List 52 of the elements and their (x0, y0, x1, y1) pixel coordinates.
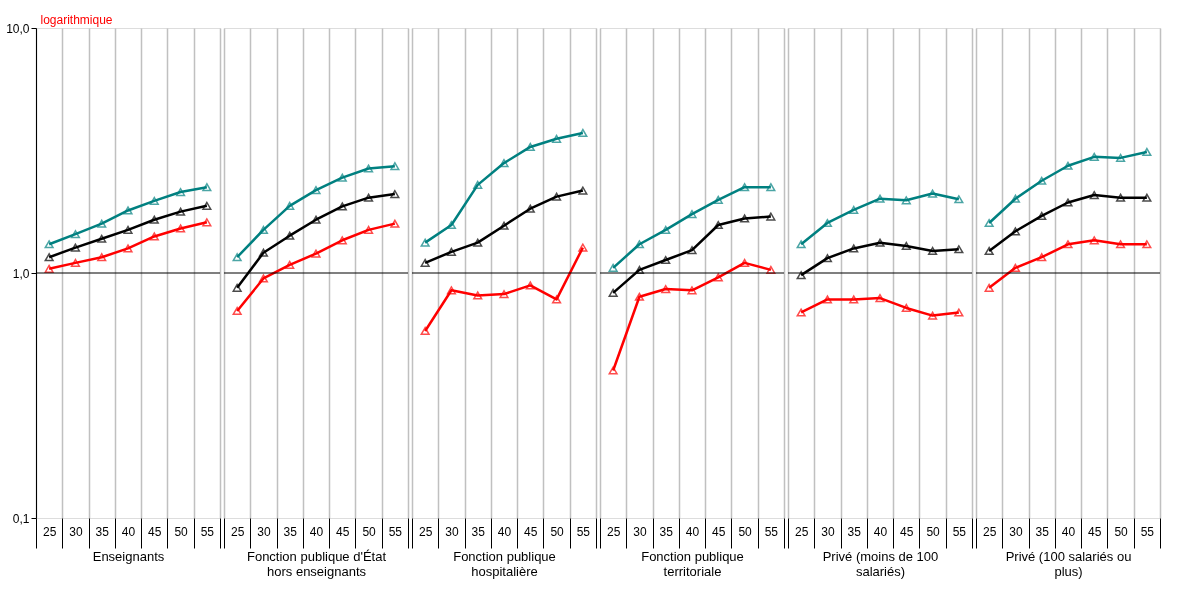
x-tick-label: 50 (926, 524, 941, 539)
x-axis-title: Enseignants (92, 549, 165, 564)
x-tick-label: 40 (1061, 524, 1076, 539)
x-tick-label: 45 (1088, 524, 1102, 539)
x-tick-label: 45 (148, 524, 162, 539)
x-tick-label: 25 (42, 524, 57, 539)
x-tick-label: 45 (524, 524, 538, 539)
x-tick-label: 55 (576, 524, 591, 539)
x-tick-label: 25 (794, 524, 809, 539)
x-tick-label: 25 (230, 524, 245, 539)
y-tick-label: 0,1 (12, 511, 30, 526)
x-tick-label: 50 (362, 524, 377, 539)
x-tick-label: 40 (121, 524, 136, 539)
x-tick-label: 35 (283, 524, 298, 539)
x-tick-label: 35 (471, 524, 486, 539)
y-tick-label: 10,0 (6, 21, 30, 36)
x-tick-label: 40 (497, 524, 512, 539)
x-axis-title: Fonction publique hospitalière (453, 549, 556, 579)
x-tick-label: 35 (1035, 524, 1050, 539)
x-axis-title: Fonction publique territoriale (641, 549, 744, 579)
x-tick-label: 40 (873, 524, 888, 539)
x-tick-label: 50 (174, 524, 189, 539)
x-tick-label: 25 (418, 524, 433, 539)
x-tick-label: 25 (606, 524, 621, 539)
x-tick-label: 30 (821, 524, 835, 539)
x-tick-label: 45 (336, 524, 350, 539)
x-tick-label: 40 (685, 524, 700, 539)
x-tick-label: 40 (309, 524, 324, 539)
x-tick-label: 45 (900, 524, 914, 539)
x-tick-label: 50 (1114, 524, 1129, 539)
y-axis-title: logarithmique (40, 12, 113, 27)
x-tick-label: 55 (388, 524, 403, 539)
x-tick-label: 35 (95, 524, 110, 539)
x-tick-label: 30 (633, 524, 647, 539)
x-tick-label: 35 (659, 524, 674, 539)
x-tick-label: 55 (200, 524, 215, 539)
x-tick-label: 55 (764, 524, 779, 539)
x-tick-label: 50 (738, 524, 753, 539)
x-tick-label: 35 (847, 524, 862, 539)
x-tick-label: 55 (1140, 524, 1155, 539)
x-tick-label: 30 (445, 524, 459, 539)
x-tick-label: 55 (952, 524, 967, 539)
x-axis-title: Privé (100 salariés ou plus) (1005, 549, 1132, 579)
x-axis-title: Privé (moins de 100 salariés) (822, 549, 939, 579)
x-tick-label: 30 (257, 524, 271, 539)
x-tick-label: 30 (1009, 524, 1023, 539)
x-tick-label: 25 (982, 524, 997, 539)
x-tick-label: 30 (69, 524, 83, 539)
x-tick-label: 50 (550, 524, 565, 539)
x-axis-title: Fonction publique d'État hors enseignants (246, 549, 387, 579)
x-tick-label: 45 (712, 524, 726, 539)
y-tick-label: 1,0 (12, 266, 30, 281)
